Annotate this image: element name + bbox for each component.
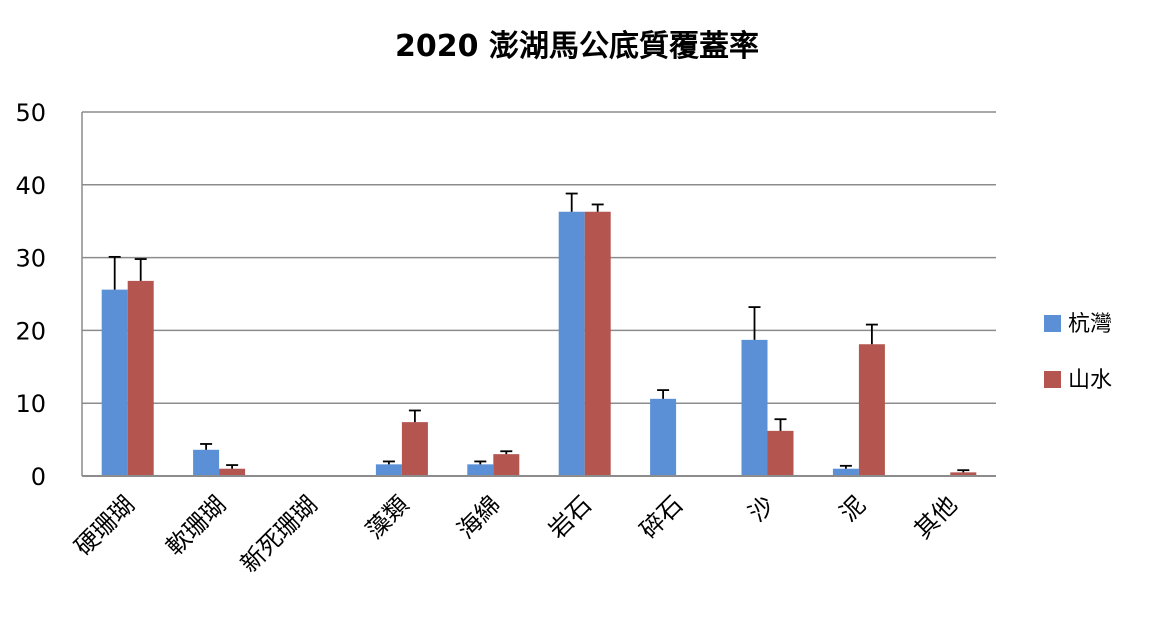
bar-series1: [101, 289, 128, 476]
error-bars: [108, 192, 970, 473]
legend-swatch: [1044, 315, 1061, 332]
y-tick-label: 10: [15, 390, 46, 418]
bar-series2: [584, 211, 611, 476]
chart-title: 2020 澎湖馬公底質覆蓋率: [395, 29, 759, 64]
x-tick-label: 硬珊瑚: [69, 490, 140, 561]
legend-label: 杭灣: [1068, 312, 1112, 337]
bar-series2: [950, 472, 977, 476]
bar-series2: [493, 454, 520, 476]
bar-series2: [767, 430, 794, 476]
bar-series1: [375, 464, 402, 476]
y-tick-label: 30: [15, 245, 46, 273]
x-tick-label: 沙: [743, 490, 780, 527]
gridlines: [82, 111, 996, 404]
bar-series2: [858, 344, 885, 476]
bar-series2: [127, 280, 154, 476]
x-tick-label: 新死珊瑚: [235, 490, 323, 578]
bar-series1: [741, 339, 768, 476]
x-tick-label: 其他: [909, 490, 963, 544]
x-tick-label: 軟珊瑚: [161, 490, 232, 561]
x-tick-label: 泥: [834, 490, 871, 527]
x-tick-label: 岩石: [543, 490, 597, 544]
x-tick-label: 碎石: [635, 490, 689, 544]
x-tick-label: 藻類: [360, 490, 414, 544]
bar-series1: [832, 468, 859, 476]
axes: 0 10 20 30 40 50 硬珊瑚 軟珊瑚 新死珊瑚 藻類 海綿 岩石 碎石 沙 泥 其他: [15, 99, 996, 578]
y-tick-label: 40: [15, 172, 46, 200]
bar-series1: [467, 464, 494, 476]
legend-label: 山水: [1068, 368, 1112, 393]
x-tick-label: 海綿: [452, 490, 506, 544]
bar-series1: [558, 211, 585, 476]
y-tick-label: 0: [31, 463, 46, 491]
bar-series1: [193, 449, 220, 476]
bar-series2: [219, 468, 246, 476]
bar-series1: [650, 398, 677, 476]
legend-swatch: [1044, 371, 1061, 388]
y-tick-label: 50: [15, 99, 46, 127]
bars: [101, 211, 977, 476]
y-tick-label: 20: [15, 317, 46, 345]
bar-series2: [401, 422, 428, 476]
